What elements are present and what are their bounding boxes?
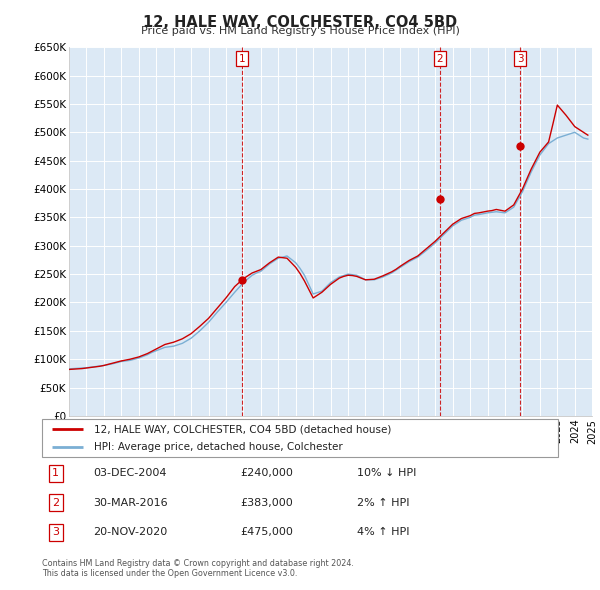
Text: £383,000: £383,000 — [240, 498, 293, 507]
Text: 20-NOV-2020: 20-NOV-2020 — [93, 527, 167, 537]
Text: 3: 3 — [52, 527, 59, 537]
Text: 12, HALE WAY, COLCHESTER, CO4 5BD: 12, HALE WAY, COLCHESTER, CO4 5BD — [143, 15, 457, 30]
Text: 1: 1 — [239, 54, 245, 64]
Text: 2: 2 — [52, 498, 59, 507]
Text: £475,000: £475,000 — [240, 527, 293, 537]
Text: 2: 2 — [436, 54, 443, 64]
Text: 3: 3 — [517, 54, 524, 64]
Text: 1: 1 — [52, 468, 59, 478]
Text: HPI: Average price, detached house, Colchester: HPI: Average price, detached house, Colc… — [94, 442, 343, 452]
Text: Price paid vs. HM Land Registry's House Price Index (HPI): Price paid vs. HM Land Registry's House … — [140, 26, 460, 36]
Text: Contains HM Land Registry data © Crown copyright and database right 2024.: Contains HM Land Registry data © Crown c… — [42, 559, 354, 568]
Text: £240,000: £240,000 — [240, 468, 293, 478]
Text: 12, HALE WAY, COLCHESTER, CO4 5BD (detached house): 12, HALE WAY, COLCHESTER, CO4 5BD (detac… — [94, 424, 391, 434]
Text: This data is licensed under the Open Government Licence v3.0.: This data is licensed under the Open Gov… — [42, 569, 298, 578]
Text: 10% ↓ HPI: 10% ↓ HPI — [357, 468, 416, 478]
Text: 30-MAR-2016: 30-MAR-2016 — [93, 498, 167, 507]
Text: 03-DEC-2004: 03-DEC-2004 — [93, 468, 167, 478]
Text: 2% ↑ HPI: 2% ↑ HPI — [357, 498, 409, 507]
Text: 4% ↑ HPI: 4% ↑ HPI — [357, 527, 409, 537]
